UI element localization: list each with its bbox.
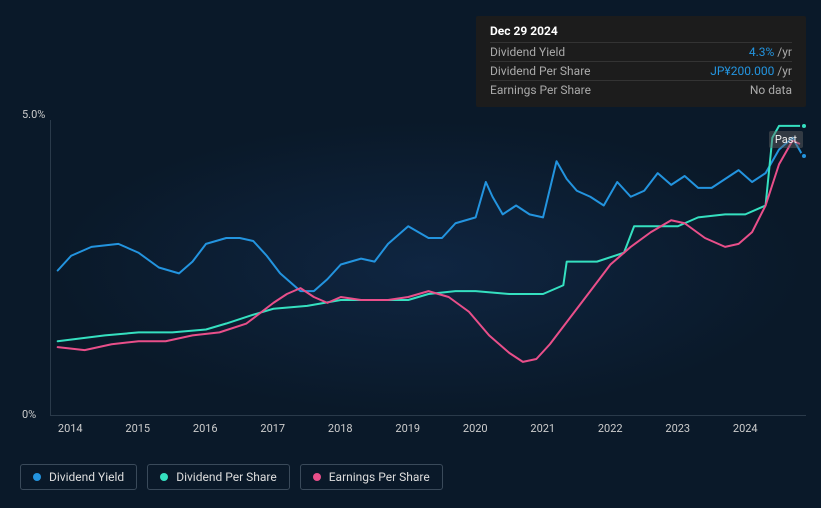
- tooltip-value: 4.3% /yr: [749, 45, 792, 59]
- series-end-dot: [800, 122, 808, 130]
- x-axis-label: 2014: [58, 422, 83, 435]
- legend-item[interactable]: Earnings Per Share: [300, 464, 443, 490]
- x-axis-label: 2015: [125, 422, 150, 435]
- series-dividend_yield: [58, 138, 803, 291]
- tooltip-row: Dividend Per Share JP¥200.000 /yr: [490, 61, 792, 80]
- tooltip-value: No data: [750, 83, 792, 97]
- tooltip-label: Dividend Per Share: [490, 64, 591, 78]
- x-axis-label: 2021: [530, 422, 555, 435]
- x-axis-label: 2018: [328, 422, 353, 435]
- legend-label: Dividend Yield: [49, 470, 124, 484]
- legend-color-dot: [160, 473, 168, 481]
- y-axis-label: 5.0%: [22, 108, 45, 121]
- x-axis-label: 2017: [260, 422, 285, 435]
- x-axis: 2014 2015 2016 2017 2018 2019 2020 2021 2022 2023…: [50, 422, 806, 442]
- y-axis-label: 0%: [22, 408, 36, 421]
- plot-area[interactable]: [50, 120, 806, 416]
- legend-color-dot: [313, 473, 321, 481]
- tooltip-row: Dividend Yield 4.3% /yr: [490, 42, 792, 61]
- legend-color-dot: [33, 473, 41, 481]
- chart-legend: Dividend Yield Dividend Per Share Earnings…: [20, 464, 443, 490]
- series-dividend_per_share: [58, 126, 803, 341]
- legend-item[interactable]: Dividend Per Share: [147, 464, 290, 490]
- tooltip-value: JP¥200.000 /yr: [710, 64, 792, 78]
- tooltip-row: Earnings Per Share No data: [490, 80, 792, 99]
- legend-label: Earnings Per Share: [329, 470, 430, 484]
- tooltip-date: Dec 29 2024: [490, 24, 792, 42]
- x-axis-label: 2019: [395, 422, 420, 435]
- tooltip-label: Earnings Per Share: [490, 83, 591, 97]
- x-axis-label: 2016: [193, 422, 218, 435]
- dividend-chart: Dec 29 2024 Dividend Yield4.3% /yrDivide…: [0, 0, 821, 508]
- chart-lines: [51, 120, 806, 415]
- x-axis-label: 2020: [463, 422, 488, 435]
- x-axis-label: 2023: [665, 422, 690, 435]
- x-axis-label: 2022: [598, 422, 623, 435]
- series-earnings_per_share: [58, 141, 800, 362]
- series-end-dot: [800, 152, 808, 160]
- chart-tooltip: Dec 29 2024 Dividend Yield4.3% /yrDivide…: [476, 16, 806, 107]
- legend-item[interactable]: Dividend Yield: [20, 464, 137, 490]
- legend-label: Dividend Per Share: [176, 470, 277, 484]
- tooltip-label: Dividend Yield: [490, 45, 565, 59]
- x-axis-label: 2024: [733, 422, 758, 435]
- past-label: Past: [769, 131, 803, 148]
